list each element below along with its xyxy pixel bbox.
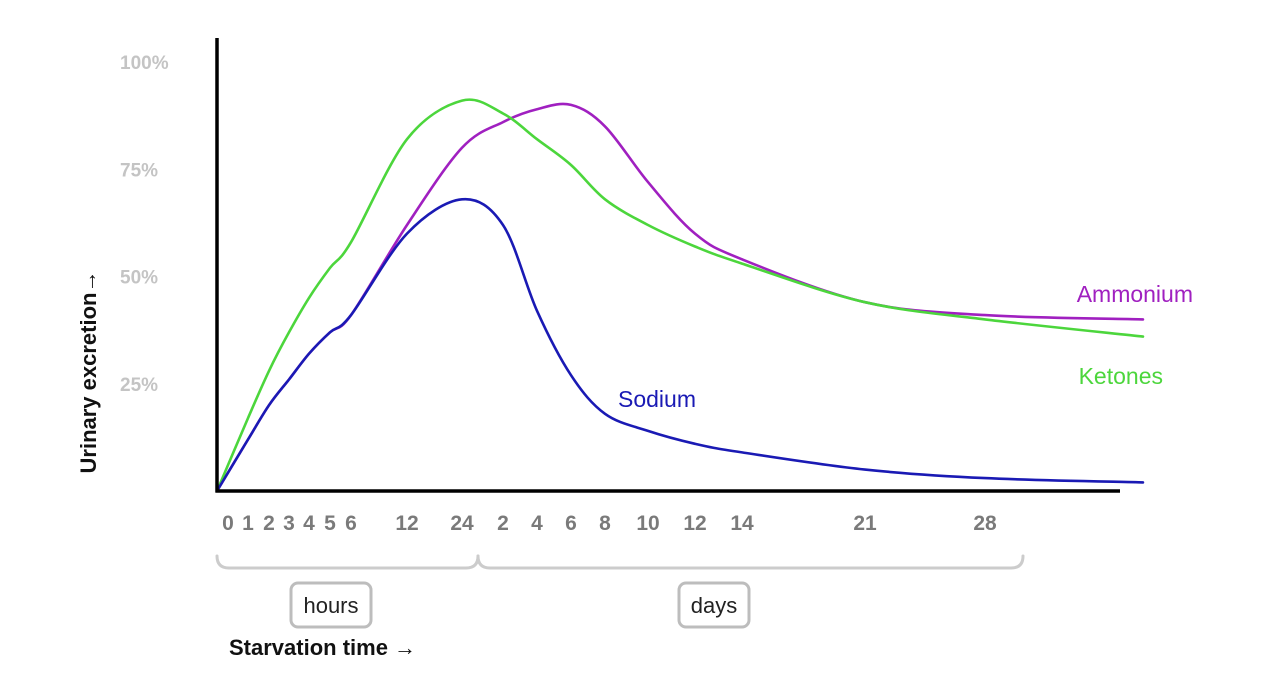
y-tick-labels: 25% 50% 75% 100% xyxy=(120,53,169,396)
x-tick-label: 3 xyxy=(283,512,295,535)
x-tick-label: 2 xyxy=(497,512,509,535)
ammonium-line xyxy=(215,102,1145,493)
x-tick-label: 5 xyxy=(324,512,336,535)
x-tick-label: 1 xyxy=(242,512,254,535)
ketones-series-label: Ketones xyxy=(1079,363,1163,389)
x-tick-label: 0 xyxy=(222,512,234,535)
x-axis-title: Starvation time → xyxy=(229,635,416,660)
x-tick-label: 24 xyxy=(450,512,474,535)
ammonium-series-label: Ammonium xyxy=(1077,281,1193,307)
x-tick-label: 10 xyxy=(636,512,659,535)
y-axis-title: Urinary excretion→ xyxy=(76,271,101,474)
days-group-label: days xyxy=(691,593,737,618)
x-tick-label: 6 xyxy=(565,512,577,535)
x-tick-label: 14 xyxy=(730,512,754,535)
x-tick-label: 6 xyxy=(345,512,357,535)
x-group-braces: hours days xyxy=(215,554,1025,629)
y-tick-label: 50% xyxy=(120,268,158,289)
y-tick-label: 25% xyxy=(120,375,158,396)
hours-label-box xyxy=(289,581,373,629)
x-tick-label: 2 xyxy=(263,512,275,535)
y-tick-label: 100% xyxy=(120,53,169,74)
y-tick-label: 75% xyxy=(120,160,158,181)
series-lines xyxy=(215,98,1145,493)
x-tick-label: 12 xyxy=(395,512,418,535)
x-tick-label: 28 xyxy=(973,512,997,535)
x-tick-label: 4 xyxy=(531,512,543,535)
x-tick-label: 4 xyxy=(303,512,315,535)
sodium-line xyxy=(215,197,1145,493)
days-brace xyxy=(476,554,1025,570)
x-tick-label: 21 xyxy=(853,512,877,535)
x-tick-labels: 0 1 2 3 4 5 6 12 24 2 4 6 8 10 12 14 21 28 xyxy=(222,512,997,535)
axes xyxy=(215,38,1120,493)
x-tick-label: 8 xyxy=(599,512,611,535)
ketones-line xyxy=(215,98,1145,493)
hours-brace xyxy=(215,554,480,570)
sodium-series-label: Sodium xyxy=(618,386,696,412)
hours-group-label: hours xyxy=(303,593,358,618)
days-label-box xyxy=(677,581,751,629)
x-tick-label: 12 xyxy=(683,512,706,535)
